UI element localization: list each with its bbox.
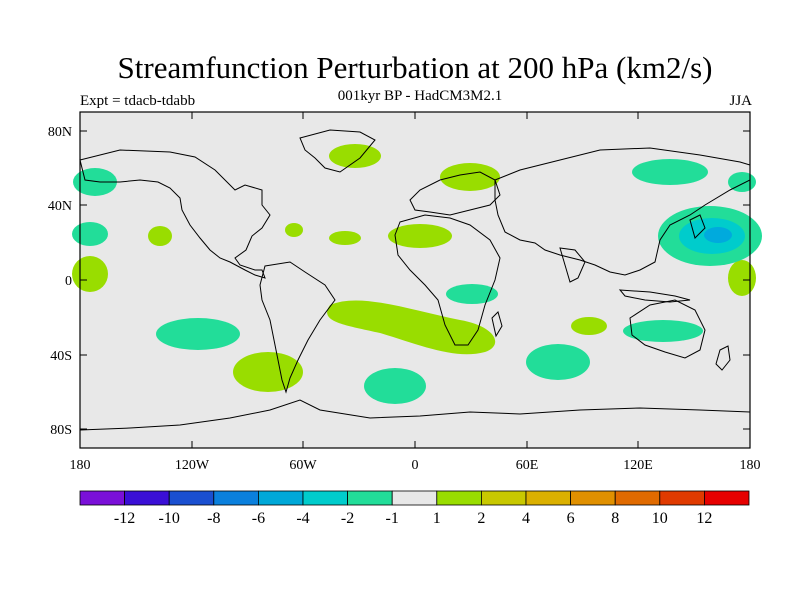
anomaly-eastpac-pos — [148, 226, 172, 246]
anomaly-contours — [72, 144, 762, 404]
coast-africa — [394, 214, 501, 346]
colorbar-label: -2 — [341, 510, 354, 527]
anomaly-siberia-neg — [632, 159, 708, 185]
colorbar-swatch — [704, 490, 750, 506]
anomaly-westpac-pos — [72, 256, 108, 292]
anomaly-australia-neg — [623, 320, 703, 342]
anomaly-southernocean1-neg — [364, 368, 426, 404]
colorbar-label: -6 — [252, 510, 265, 527]
y-tick-label: 80S — [50, 423, 72, 438]
y-tick-label: 40N — [48, 199, 72, 214]
coast-asia — [494, 147, 751, 276]
colorbar-swatch — [257, 490, 304, 506]
colorbar-labels: -12 -10 -8 -6 -4 -2 -1 1 2 4 6 8 10 12 — [114, 510, 712, 527]
season-label: JJA — [729, 93, 752, 109]
anomaly-nwpacific-core — [704, 227, 732, 243]
coastlines — [79, 129, 751, 431]
anomaly-scandinavia-pos — [440, 163, 500, 191]
colorbar-swatch — [659, 490, 705, 506]
colorbar-label: -4 — [296, 510, 309, 527]
colorbar-label: 1 — [433, 510, 441, 527]
coast-north-america — [79, 149, 271, 279]
anomaly-eastafrica-neg — [446, 284, 498, 304]
colorbar — [79, 490, 750, 506]
chart-subtitle: 001kyr BP - HadCM3M2.1 — [337, 88, 503, 104]
colorbar-swatch — [525, 490, 571, 506]
y-tick-label: 0 — [65, 274, 72, 289]
colorbar-label: -10 — [159, 510, 180, 527]
colorbar-label: 4 — [522, 510, 530, 527]
y-tick-label: 40S — [50, 349, 72, 364]
colorbar-swatch — [124, 490, 170, 506]
colorbar-swatch — [480, 490, 527, 506]
colorbar-label: -1 — [386, 510, 399, 527]
coast-india — [559, 247, 586, 283]
x-tick-label: 120W — [175, 458, 210, 473]
anomaly-atlantic-pos — [388, 224, 452, 248]
x-axis — [79, 112, 751, 448]
colorbar-swatch — [302, 490, 348, 506]
colorbar-swatch — [614, 490, 661, 506]
coast-antarctica — [79, 399, 751, 431]
anomaly-indian-pos — [571, 317, 607, 335]
colorbar-label: -12 — [114, 510, 135, 527]
x-tick-label: 60W — [289, 458, 317, 473]
colorbar-label: 8 — [611, 510, 619, 527]
coast-madagascar — [491, 311, 503, 338]
colorbar-swatch — [570, 490, 616, 506]
anomaly-africa-small-pos — [329, 231, 361, 245]
x-tick-label: 0 — [412, 458, 419, 473]
x-tick-label: 60E — [516, 458, 539, 473]
coast-greenland — [299, 129, 376, 173]
colorbar-label: 10 — [652, 510, 668, 527]
y-tick-label: 80N — [48, 125, 72, 140]
coast-new-zealand — [715, 345, 731, 371]
x-tick-label: 180 — [70, 458, 91, 473]
colorbar-swatch — [213, 490, 259, 506]
anomaly-datelineE-pos — [728, 260, 756, 296]
x-tick-label: 180 — [740, 458, 761, 473]
colorbar-swatch — [436, 490, 482, 506]
anomaly-patagonia-pos — [233, 352, 303, 392]
colorbar-label: -8 — [207, 510, 220, 527]
coast-japan — [689, 214, 706, 239]
y-axis — [80, 130, 750, 430]
anomaly-southpac-neg — [156, 318, 240, 350]
colorbar-label: 2 — [477, 510, 485, 527]
colorbar-swatch — [347, 490, 393, 506]
chart-title: Streamfunction Perturbation at 200 hPa (… — [117, 50, 713, 85]
coast-south-america — [259, 261, 336, 394]
anomaly-pacific-neg — [72, 222, 108, 246]
x-tick-label: 120E — [623, 458, 653, 473]
coast-australia — [629, 299, 706, 359]
colorbar-label: 6 — [567, 510, 575, 527]
colorbar-swatch — [168, 490, 215, 506]
colorbar-label: 12 — [696, 510, 712, 527]
colorbar-swatch — [79, 490, 125, 506]
anomaly-southernocean2-neg — [526, 344, 590, 380]
experiment-label: Expt = tdacb-tdabb — [80, 93, 196, 109]
colorbar-swatch — [391, 490, 438, 506]
anomaly-greenland-pos — [329, 144, 381, 168]
coast-indonesia — [618, 289, 691, 303]
anomaly-caribbean-pos — [285, 223, 303, 237]
coast-europe — [409, 171, 501, 216]
